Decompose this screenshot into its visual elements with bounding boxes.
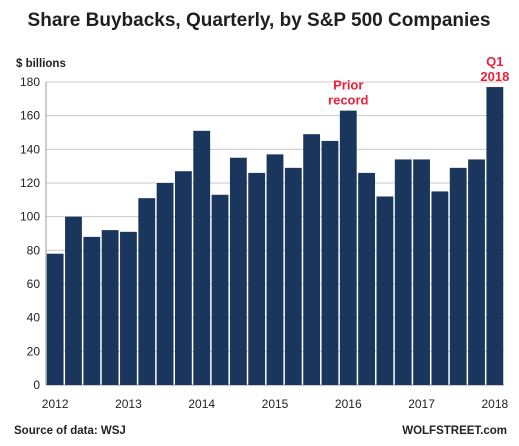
bar [248, 172, 266, 385]
y-tick-label: 60 [27, 277, 41, 291]
y-tick-label: 160 [20, 109, 40, 123]
y-tick-label: 20 [27, 344, 41, 358]
annotation-label: record [328, 93, 369, 108]
bars [46, 87, 504, 386]
y-tick-label: 0 [33, 378, 40, 392]
x-tick-label: 2013 [115, 397, 142, 411]
bar [120, 231, 137, 385]
bar [468, 159, 485, 385]
bar [303, 134, 321, 385]
annotation-label: Q1 [486, 54, 503, 69]
y-tick-label: 120 [20, 176, 40, 190]
bar [321, 140, 339, 385]
annotation-label: 2018 [480, 69, 509, 84]
bar [449, 167, 467, 385]
bar [138, 198, 156, 385]
bar [156, 183, 174, 385]
bar [211, 194, 229, 385]
source-note: Source of data: WSJ [14, 425, 126, 437]
x-axis-ticks: 2012 2013 2014 2015 2016 2017 2018 [42, 397, 509, 411]
y-tick-label: 40 [27, 311, 41, 325]
bar [486, 87, 504, 386]
brand-label: WOLFSTREET.com [402, 425, 507, 437]
y-tick-label: 180 [20, 75, 40, 89]
y-axis-ticks: 0 20 40 60 80 100 120 140 160 180 [20, 75, 40, 392]
bar [284, 167, 302, 385]
bar [394, 159, 412, 385]
bar [266, 154, 284, 385]
bar [431, 191, 449, 385]
y-tick-label: 100 [20, 210, 40, 224]
bar [358, 172, 376, 385]
annotation-label: Prior [333, 78, 363, 93]
x-tick-label: 2016 [335, 397, 362, 411]
bar [83, 236, 101, 385]
bar [229, 157, 247, 385]
x-tick-label: 2015 [262, 397, 289, 411]
bar [65, 216, 82, 385]
bar [193, 130, 211, 385]
bar [413, 159, 430, 385]
y-axis-unit-label: $ billions [16, 58, 66, 70]
y-tick-label: 80 [27, 243, 41, 257]
chart-title: Share Buybacks, Quarterly, by S&P 500 Co… [28, 10, 491, 31]
bar [46, 253, 64, 385]
y-tick-label: 140 [20, 142, 40, 156]
x-tick-label: 2018 [481, 397, 508, 411]
x-tick-label: 2017 [408, 397, 435, 411]
bar [101, 230, 119, 385]
bar [376, 196, 394, 385]
bar [339, 110, 357, 385]
bar [174, 171, 192, 385]
x-tick-label: 2012 [42, 397, 69, 411]
x-tick-label: 2014 [188, 397, 215, 411]
